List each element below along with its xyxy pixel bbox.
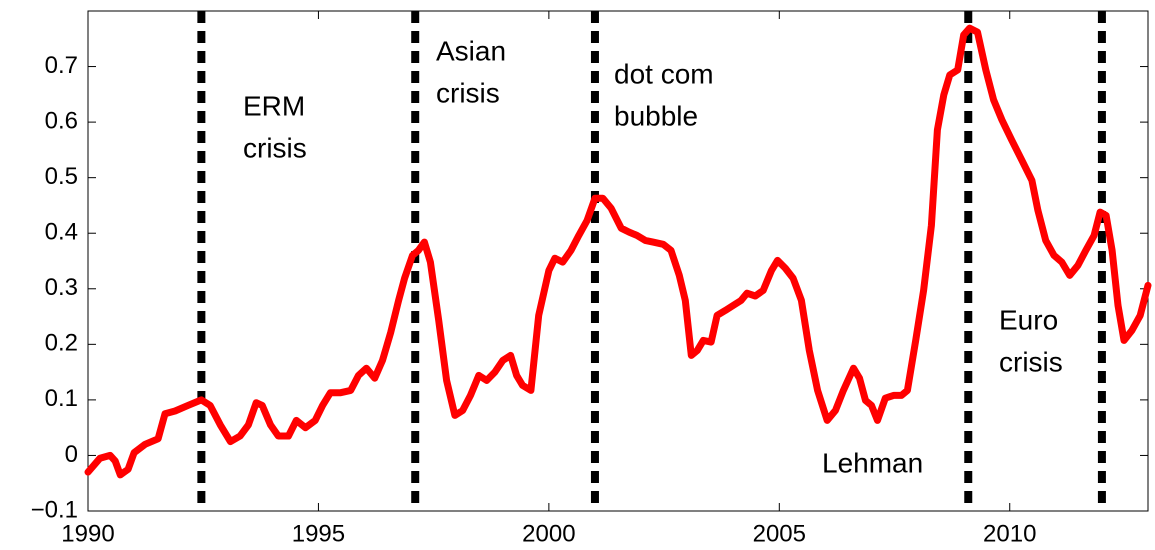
y-tick-label: 0.6 [45,107,78,134]
x-tick-label: 1995 [292,520,345,547]
y-tick-label: 0 [65,441,78,468]
annotation: bubble [614,100,698,131]
y-tick-label: 0.3 [45,274,78,301]
y-tick-label: 0.7 [45,52,78,79]
data-line [84,24,1152,479]
annotation: ERM [243,90,305,121]
x-tick-label: 2000 [522,520,575,547]
y-tick-label: −0.1 [31,496,78,523]
annotation: Euro [999,304,1058,335]
annotation: Lehman [822,447,923,478]
x-tick-label: 2010 [983,520,1036,547]
annotation: crisis [243,132,307,163]
x-tick-label: 1990 [61,520,114,547]
y-tick-label: 0.5 [45,163,78,190]
annotation: crisis [436,77,500,108]
x-tick-label: 2005 [753,520,806,547]
y-tick-label: 0.2 [45,330,78,357]
annotation: dot com [614,58,714,89]
y-tick-label: 0.4 [45,219,78,246]
y-tick-label: 0.1 [45,385,78,412]
annotation: Asian [436,35,506,66]
annotation: crisis [999,346,1063,377]
plot-frame [87,10,1149,512]
